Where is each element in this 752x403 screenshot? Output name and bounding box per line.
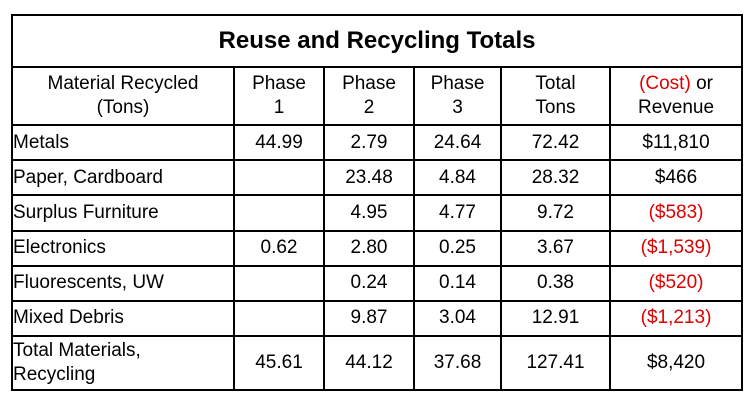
total-phase2-cell: 44.12 — [323, 334, 415, 392]
phase2-cell: 9.87 — [323, 299, 415, 337]
recycling-totals-table: Reuse and Recycling Totals Material Recy… — [10, 13, 744, 392]
header-phase1-line1: Phase — [252, 73, 306, 95]
header-revenue-label: Revenue — [637, 97, 715, 119]
total-tons-cell: 28.32 — [500, 159, 611, 197]
phase1-cell — [233, 159, 325, 197]
cost-revenue-cell: $11,810 — [608, 124, 744, 162]
phase2-cell: 2.79 — [323, 124, 415, 162]
total-tons-cell: 72.42 — [500, 124, 611, 162]
header-phase3-line2: 3 — [452, 97, 463, 119]
header-total-line2: Tons — [535, 97, 576, 119]
phase2-cell: 2.80 — [323, 229, 415, 267]
material-cell: Paper, Cardboard — [11, 159, 235, 197]
phase1-cell — [233, 299, 325, 337]
header-phase2-line1: Phase — [342, 73, 396, 95]
phase3-cell: 3.04 — [413, 299, 502, 337]
total-tons-cell: 0.38 — [500, 264, 611, 302]
phase2-cell: 23.48 — [323, 159, 415, 197]
header-cost-revenue: (Cost) or Revenue — [608, 66, 744, 127]
total-row: Total Materials, Recycling 45.61 44.12 3… — [11, 334, 744, 392]
header-material-line1: Material Recycled — [47, 73, 199, 95]
total-tons-cell: 3.67 — [500, 229, 611, 267]
cost-revenue-cell: ($520) — [608, 264, 744, 302]
material-cell: Surplus Furniture — [11, 194, 235, 232]
table-row: Surplus Furniture 4.95 4.77 9.72 ($583) — [11, 194, 744, 232]
phase3-cell: 0.14 — [413, 264, 502, 302]
phase3-cell: 4.84 — [413, 159, 502, 197]
phase3-cell: 4.77 — [413, 194, 502, 232]
cost-revenue-cell: ($583) — [608, 194, 744, 232]
phase1-cell: 44.99 — [233, 124, 325, 162]
title-row: Reuse and Recycling Totals — [10, 13, 744, 69]
header-cost-label: (Cost) — [639, 73, 691, 95]
header-phase3-line1: Phase — [430, 73, 485, 95]
table-row: Paper, Cardboard 23.48 4.84 28.32 $466 — [11, 159, 744, 197]
header-total-tons: Total Tons — [500, 66, 611, 127]
phase2-cell: 0.24 — [323, 264, 415, 302]
total-value-cell: $8,420 — [608, 334, 744, 392]
header-material: Material Recycled (Tons) — [11, 66, 235, 127]
material-cell: Fluorescents, UW — [11, 264, 235, 302]
phase2-cell: 4.95 — [323, 194, 415, 232]
phase3-cell: 0.25 — [413, 229, 502, 267]
header-phase2-line2: 2 — [363, 97, 375, 119]
table-row: Fluorescents, UW 0.24 0.14 0.38 ($520) — [11, 264, 744, 302]
material-cell: Metals — [11, 124, 235, 162]
cost-revenue-cell: ($1,213) — [608, 299, 744, 337]
phase1-cell — [233, 194, 325, 232]
header-phase1: Phase 1 — [233, 66, 325, 127]
cost-revenue-cell: ($1,539) — [608, 229, 744, 267]
total-phase3-cell: 37.68 — [413, 334, 502, 392]
phase1-cell — [233, 264, 325, 302]
header-cost-line1: (Cost) or — [611, 72, 741, 96]
header-phase1-line2: 1 — [273, 97, 285, 119]
header-material-line2: (Tons) — [96, 97, 150, 119]
header-phase2: Phase 2 — [323, 66, 415, 127]
table-title: Reuse and Recycling Totals — [10, 13, 744, 69]
material-cell: Electronics — [11, 229, 235, 267]
total-phase1-cell: 45.61 — [233, 334, 325, 392]
total-tons-cell: 9.72 — [500, 194, 611, 232]
header-row: Material Recycled (Tons) Phase 1 Phase 2… — [11, 66, 744, 127]
header-phase3: Phase 3 — [413, 66, 502, 127]
total-material-cell: Total Materials, Recycling — [11, 334, 235, 392]
total-material-line1: Total Materials, — [13, 339, 141, 361]
total-tons-sum-cell: 127.41 — [500, 334, 611, 392]
phase1-cell: 0.62 — [233, 229, 325, 267]
total-tons-cell: 12.91 — [500, 299, 611, 337]
phase3-cell: 24.64 — [413, 124, 502, 162]
cost-revenue-cell: $466 — [608, 159, 744, 197]
header-total-line1: Total — [535, 73, 576, 95]
material-cell: Mixed Debris — [11, 299, 235, 337]
table-row: Metals 44.99 2.79 24.64 72.42 $11,810 — [11, 124, 744, 162]
table-row: Electronics 0.62 2.80 0.25 3.67 ($1,539) — [11, 229, 744, 267]
table-row: Mixed Debris 9.87 3.04 12.91 ($1,213) — [11, 299, 744, 337]
total-material-line2: Recycling — [13, 363, 96, 385]
header-or-label: or — [690, 73, 713, 95]
